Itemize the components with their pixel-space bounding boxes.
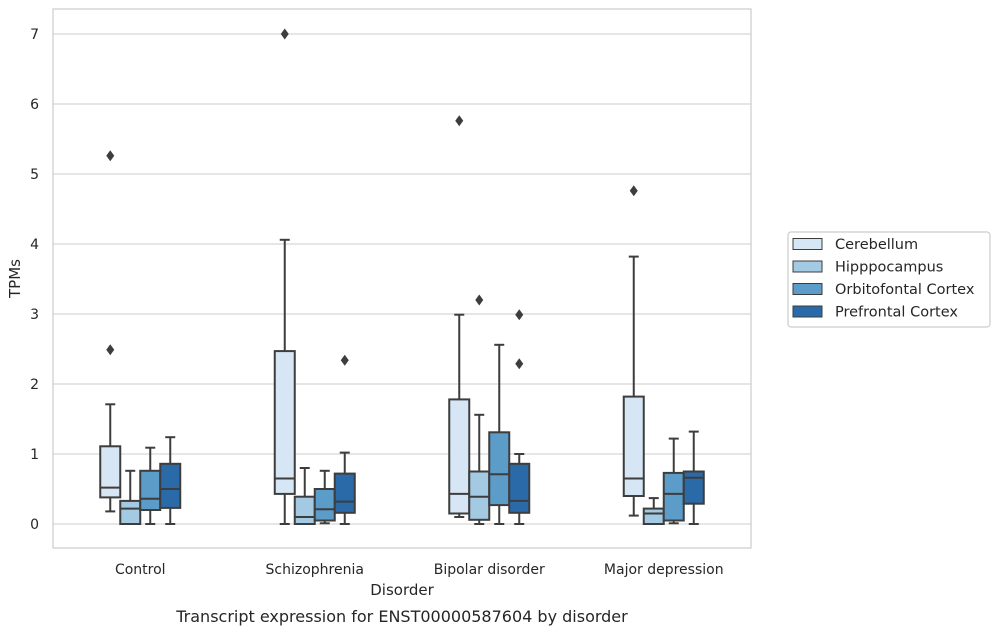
gridlines — [53, 33, 751, 525]
box-iqr — [293, 495, 316, 526]
legend-item: Hipppocampus — [792, 260, 943, 276]
box-orbitofontal-cortex — [662, 437, 685, 525]
y-tick-label: 0 — [30, 517, 39, 533]
plot-area-frame — [52, 8, 752, 549]
legend-label: Hipppocampus — [835, 260, 943, 276]
box-prefrontal-cortex — [508, 309, 531, 525]
legend-frame — [787, 231, 991, 328]
box-iqr — [682, 470, 705, 505]
box-cerebellum — [273, 28, 296, 525]
x-tick-label: Schizophrenia — [266, 562, 364, 578]
box-iqr — [159, 462, 182, 509]
y-tick-label: 6 — [30, 97, 39, 113]
box-iqr — [273, 350, 296, 495]
legend-label: Prefrontal Cortex — [835, 305, 958, 321]
legend: Cerebellum Hipppocampus Orbitofontal Corte… — [787, 231, 991, 328]
box-prefrontal-cortex — [682, 430, 705, 525]
x-tick-label: Major depression — [604, 562, 724, 578]
box-iqr — [119, 499, 142, 525]
box-prefrontal-cortex — [333, 354, 356, 525]
box-iqr — [139, 469, 162, 511]
outlier-point — [515, 309, 524, 321]
legend-item: Orbitofontal Cortex — [792, 282, 975, 298]
box-series-layer — [99, 28, 705, 526]
box-orbitofontal-cortex — [313, 469, 336, 525]
box-iqr — [99, 445, 122, 499]
box-hipppocampus — [642, 497, 665, 526]
x-tick-label: Bipolar disorder — [434, 562, 545, 578]
y-tick-label: 1 — [30, 447, 39, 463]
box-orbitofontal-cortex — [488, 343, 511, 525]
legend-label: Cerebellum — [835, 237, 918, 253]
outlier-point — [340, 354, 349, 366]
legend-swatch — [792, 260, 823, 273]
outlier-point — [475, 294, 484, 306]
outlier-point — [515, 358, 524, 370]
y-tick-label: 4 — [30, 237, 39, 253]
outlier-point — [280, 28, 289, 40]
y-tick-label: 7 — [30, 27, 39, 43]
box-hipppocampus — [468, 294, 491, 525]
box-prefrontal-cortex — [159, 436, 182, 525]
box-hipppocampus — [293, 467, 316, 526]
outlier-point — [106, 344, 115, 356]
box-iqr — [622, 395, 645, 498]
x-tick-label: Control — [115, 562, 166, 578]
y-tick-label: 3 — [30, 307, 39, 323]
y-axis-ticks: 0 1 2 3 4 5 6 7 — [30, 27, 39, 533]
box-iqr — [468, 470, 491, 521]
box-cerebellum — [99, 150, 122, 513]
outlier-point — [106, 150, 115, 162]
y-tick-label: 2 — [30, 377, 39, 393]
box-iqr — [642, 507, 665, 526]
box-orbitofontal-cortex — [139, 446, 162, 525]
legend-label: Orbitofontal Cortex — [835, 282, 975, 298]
box-iqr — [448, 398, 471, 515]
box-iqr — [662, 471, 685, 522]
legend-swatch — [792, 305, 823, 318]
legend-item: Cerebellum — [792, 237, 918, 253]
legend-item: Prefrontal Cortex — [792, 305, 958, 321]
outlier-point — [455, 115, 464, 127]
box-iqr — [508, 462, 531, 514]
legend-swatch — [792, 238, 823, 250]
box-iqr — [313, 488, 336, 522]
box-iqr — [333, 472, 356, 514]
outlier-point — [629, 185, 638, 197]
y-tick-label: 5 — [30, 167, 39, 183]
box-iqr — [488, 431, 511, 507]
y-axis-label: TPMs — [6, 259, 24, 299]
x-axis-label: Disorder — [370, 581, 434, 599]
chart-caption: Transcript expression for ENST0000058760… — [175, 607, 628, 626]
box-hipppocampus — [119, 469, 142, 525]
box-cerebellum — [622, 185, 645, 517]
box-cerebellum — [448, 115, 471, 518]
x-axis-ticks: Control Schizophrenia Bipolar disorder Majo… — [115, 562, 724, 578]
legend-swatch — [792, 283, 823, 295]
